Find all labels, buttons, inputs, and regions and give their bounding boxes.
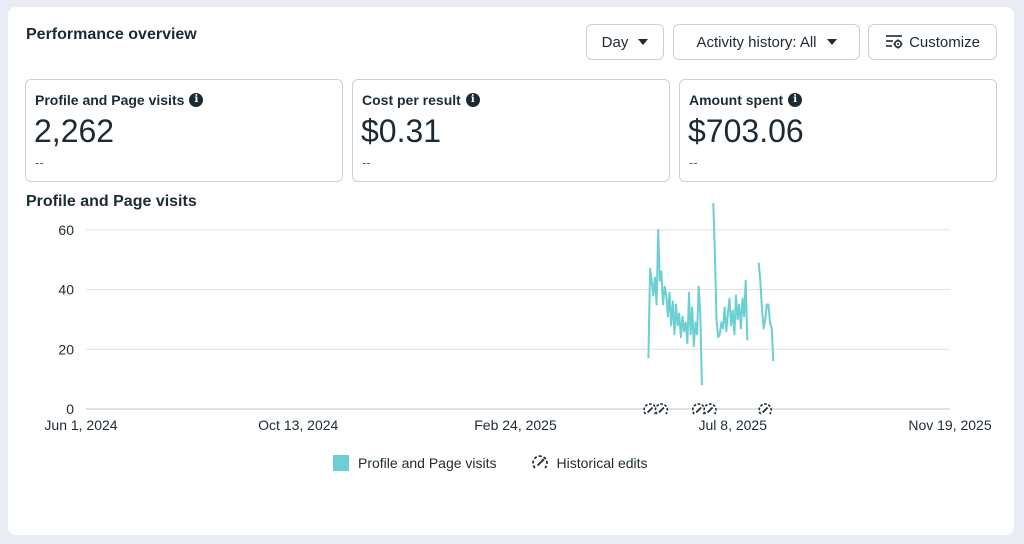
- day-dropdown[interactable]: Day: [586, 24, 664, 60]
- metric-value: 2,262: [34, 113, 115, 149]
- metric-label-wrap: Cost per result i: [362, 92, 480, 108]
- legend-item-visits[interactable]: Profile and Page visits: [333, 455, 497, 471]
- metric-card-cost-per-result[interactable]: Cost per result i $0.31 --: [352, 79, 670, 182]
- metric-comparison: --: [689, 155, 698, 170]
- metric-label: Amount spent: [689, 92, 784, 108]
- historical-edit-marker[interactable]: [654, 403, 669, 417]
- page-title: Performance overview: [26, 26, 197, 43]
- activity-history-dropdown[interactable]: Activity history: All: [673, 24, 860, 60]
- chart-legend: Profile and Page visits Historical edits: [333, 454, 682, 472]
- x-tick-label: Oct 13, 2024: [258, 417, 338, 433]
- day-dropdown-label: Day: [601, 33, 629, 51]
- x-tick-label: Nov 19, 2025: [908, 417, 991, 433]
- chart-title: Profile and Page visits: [26, 193, 197, 210]
- metric-label: Cost per result: [362, 92, 461, 108]
- historical-edit-marker[interactable]: [703, 403, 718, 417]
- historical-edit-marker[interactable]: [758, 403, 773, 417]
- series-line-visits: [647, 228, 703, 386]
- x-tick-label: Feb 24, 2025: [474, 417, 557, 433]
- metric-label-wrap: Amount spent i: [689, 92, 803, 108]
- metric-comparison: --: [35, 155, 44, 170]
- y-tick-label: 0: [66, 401, 74, 417]
- metric-label: Profile and Page visits: [35, 92, 185, 108]
- visits-line-chart[interactable]: 0 20 40 60 Jun 1, 2024 Oct 13, 2024 Feb 24, 20…: [8, 7, 1014, 535]
- metric-label-wrap: Profile and Page visits i: [35, 92, 204, 108]
- series-line-visits: [712, 202, 749, 341]
- metric-value: $0.31: [361, 113, 442, 149]
- customize-button[interactable]: Customize: [868, 24, 997, 60]
- metric-comparison: --: [362, 155, 371, 170]
- performance-overview-panel: Performance overview Day Activity histor…: [8, 7, 1014, 535]
- legend-item-historical-edits[interactable]: Historical edits: [531, 454, 648, 472]
- y-tick-label: 40: [58, 282, 74, 298]
- activity-history-label: Activity history: All: [696, 33, 817, 51]
- historical-edits-icon: [531, 455, 548, 469]
- y-tick-label: 20: [58, 341, 74, 357]
- legend-swatch: [333, 455, 349, 471]
- metric-value: $703.06: [688, 113, 804, 149]
- x-tick-label: Jun 1, 2024: [44, 417, 117, 433]
- y-tick-label: 60: [58, 222, 74, 238]
- caret-down-icon: [638, 39, 649, 45]
- legend-label: Historical edits: [556, 455, 648, 471]
- info-icon[interactable]: i: [189, 93, 204, 107]
- series-line-visits: [757, 262, 775, 362]
- customize-settings-icon: [886, 35, 903, 49]
- info-icon[interactable]: i: [465, 93, 480, 107]
- x-tick-label: Jul 8, 2025: [699, 417, 768, 433]
- info-icon[interactable]: i: [788, 93, 803, 107]
- metric-card-amount-spent[interactable]: Amount spent i $703.06 --: [679, 79, 997, 182]
- metric-card-profile-visits[interactable]: Profile and Page visits i 2,262 --: [25, 79, 343, 182]
- caret-down-icon: [826, 39, 837, 45]
- legend-label: Profile and Page visits: [358, 455, 497, 471]
- customize-label: Customize: [909, 33, 980, 51]
